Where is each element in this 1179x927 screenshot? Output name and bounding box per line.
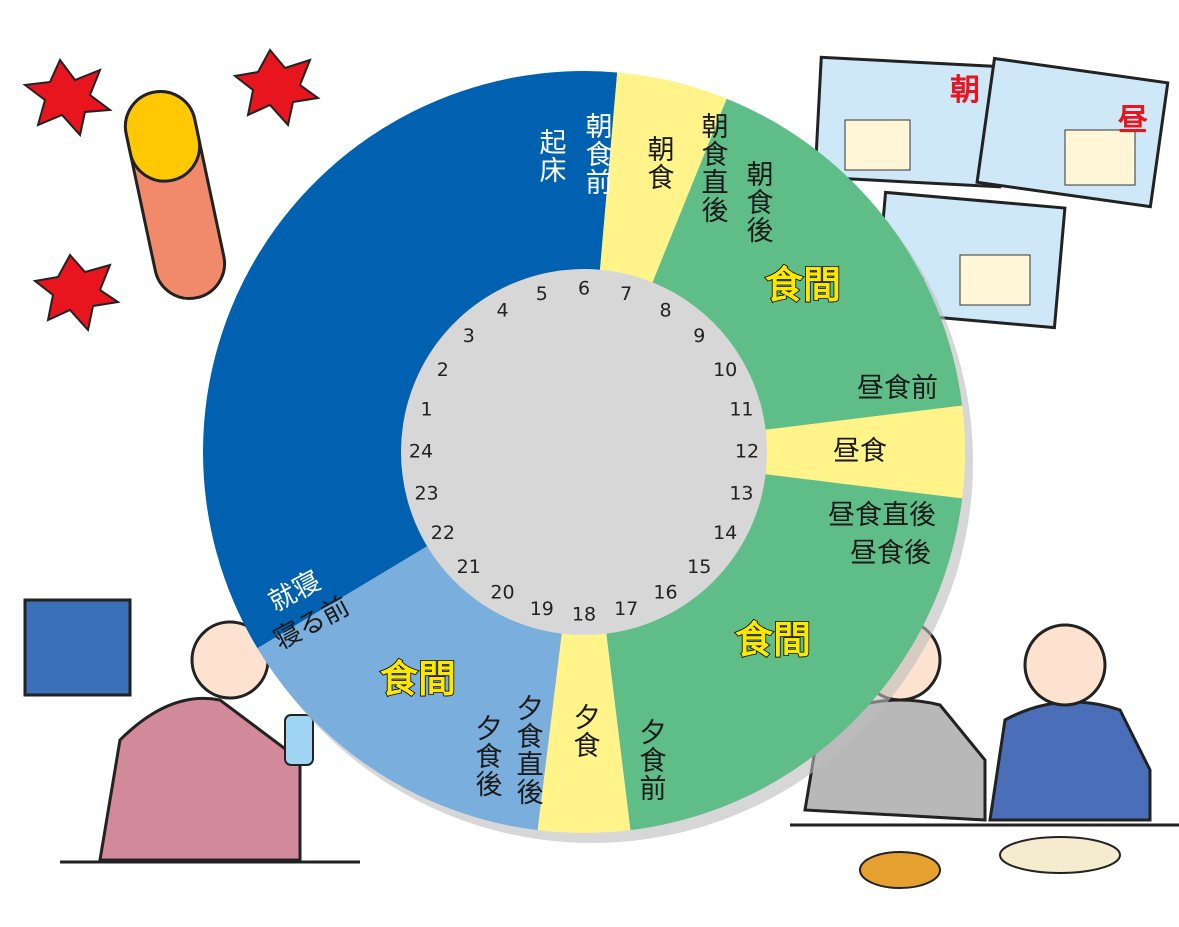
burst: [25, 60, 110, 135]
between-meals: 食間: [735, 618, 811, 662]
hour-number: 15: [687, 556, 711, 578]
pill-bag: [1065, 130, 1135, 185]
segment-label: 朝食前: [581, 112, 612, 196]
segment-label: 夕食前: [635, 718, 666, 802]
segment-label: 昼食: [833, 436, 887, 467]
hour-number: 1: [421, 398, 433, 420]
hour-number: 11: [729, 398, 753, 420]
glass: [285, 715, 313, 765]
hour-number: 6: [578, 278, 590, 300]
segment-label: 夕食後: [471, 714, 503, 798]
hour-number: 14: [713, 522, 737, 544]
pill-bag: [960, 255, 1030, 305]
body: [100, 698, 300, 860]
head: [1025, 625, 1105, 705]
body: [990, 702, 1150, 820]
pill-bag: [845, 120, 910, 170]
hour-number: 22: [431, 522, 455, 544]
hour-number: 13: [729, 483, 753, 505]
segment-label: 朝食直後: [697, 112, 729, 224]
hour-number: 7: [620, 283, 632, 305]
hour-number: 20: [490, 582, 514, 604]
segment-label: 昼食前: [857, 373, 938, 404]
segment-label: 起床: [535, 128, 567, 184]
hour-number: 2: [437, 359, 449, 381]
burst: [235, 50, 318, 125]
pack-label: 朝: [950, 73, 980, 108]
hour-number: 17: [614, 598, 638, 620]
pack-label: 昼: [1118, 103, 1148, 138]
segment-label: 昼食後: [850, 538, 931, 569]
hour-number: 9: [693, 325, 705, 347]
segment-label: 昼食直後: [828, 500, 936, 531]
hour-number: 10: [713, 359, 737, 381]
hour-number: 8: [659, 299, 671, 321]
hour-number: 23: [414, 483, 438, 505]
segment-label: 朝食後: [742, 160, 774, 244]
hour-number: 3: [463, 325, 475, 347]
hour-number: 21: [457, 556, 481, 578]
hour-number: 19: [530, 598, 554, 620]
hour-number: 4: [496, 299, 508, 321]
window: [25, 600, 130, 695]
between-meals: 食間: [380, 657, 456, 701]
segment-label: 朝食: [643, 135, 674, 191]
hour-number: 16: [653, 582, 677, 604]
between-meals: 食間: [765, 263, 841, 307]
bowl: [860, 852, 940, 888]
plate: [1000, 837, 1120, 873]
hour-number: 18: [572, 604, 596, 626]
segment-label: 夕食: [569, 703, 600, 759]
hour-number: 12: [735, 441, 759, 463]
medication-timing-diagram: 朝 昼 夜 1234567891011121314151617181920212…: [0, 0, 1179, 927]
segment-label: 夕食直後: [512, 694, 544, 806]
burst: [35, 255, 118, 330]
hour-number: 24: [409, 441, 433, 463]
hour-number: 5: [536, 283, 548, 305]
